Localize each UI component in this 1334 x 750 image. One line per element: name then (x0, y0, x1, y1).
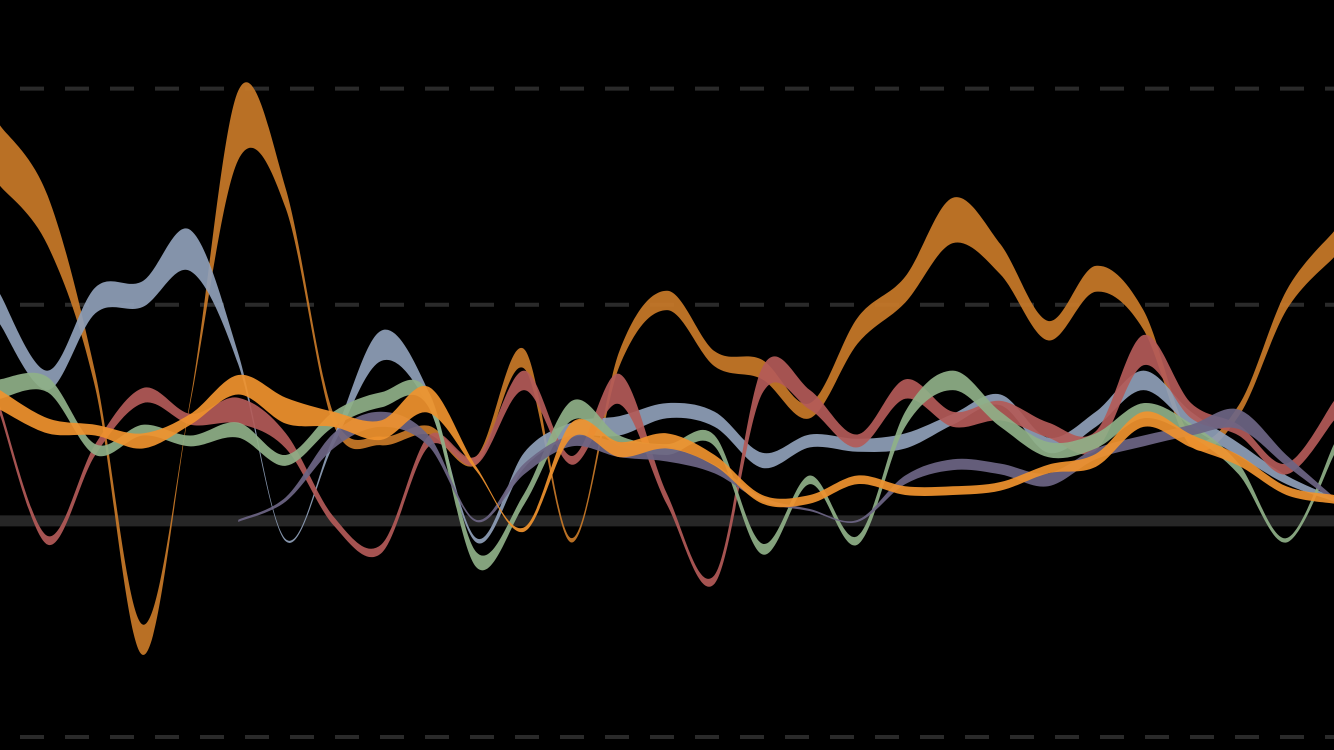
ribbon (238, 408, 1334, 523)
ribbon (0, 334, 1334, 587)
ribbon (0, 374, 1334, 533)
